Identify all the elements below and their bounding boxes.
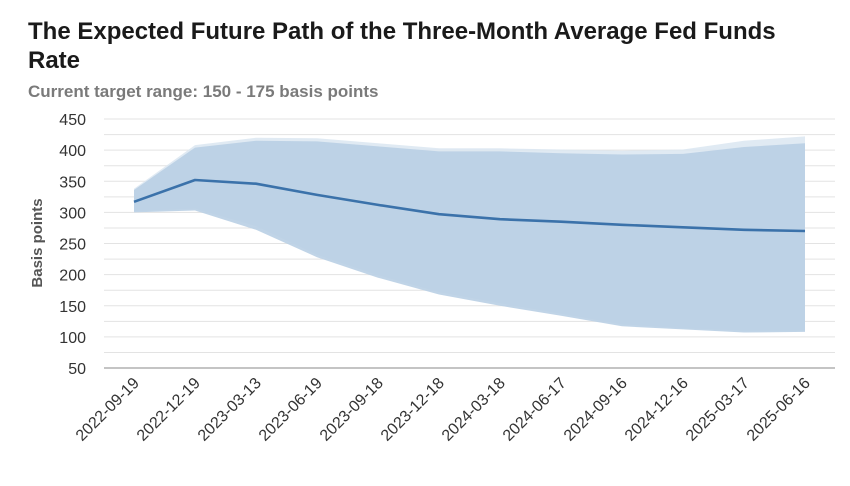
series-lines: [133, 178, 806, 233]
y-tick-label: 150: [59, 299, 86, 316]
x-tick-label: 2022-12-19: [134, 375, 204, 445]
y-tick-label: 100: [59, 330, 86, 347]
x-tick-label: 2024-09-16: [561, 375, 631, 445]
chart-subtitle: Current target range: 150 - 175 basis po…: [28, 82, 379, 101]
y-tick-label: 400: [59, 143, 86, 160]
x-tick-labels: 2022-09-192022-12-192023-03-132023-06-19…: [73, 375, 814, 445]
x-tick-label: 2024-03-18: [439, 375, 509, 445]
x-tick-label: 2024-12-16: [622, 375, 692, 445]
chart-title: The Expected Future Path of the Three-Mo…: [28, 18, 776, 74]
x-tick-label: 2024-06-17: [500, 375, 570, 445]
x-tick-label: 2025-06-16: [744, 375, 814, 445]
y-axis-title: Basis points: [29, 198, 46, 287]
x-tick-label: 2023-09-18: [317, 375, 387, 445]
y-tick-label: 250: [59, 237, 86, 254]
x-tick-label: 2023-12-18: [378, 375, 448, 445]
band-area: [134, 140, 805, 333]
x-tick-label: 2023-06-19: [256, 375, 326, 445]
x-tick-label: 2025-03-17: [683, 375, 753, 445]
confidence-bands: [134, 136, 805, 333]
y-tick-labels: 50 100 150 200 250 300 350 400 450: [59, 112, 86, 378]
y-tick-label: 300: [59, 205, 86, 222]
y-tick-label: 200: [59, 268, 86, 285]
y-tick-label: 450: [59, 112, 86, 129]
series-line: [133, 178, 806, 233]
x-tick-label: 2023-03-13: [195, 375, 265, 445]
y-tick-label: 50: [68, 361, 86, 378]
y-tick-label: 350: [59, 174, 86, 191]
x-tick-label: 2022-09-19: [73, 375, 143, 445]
